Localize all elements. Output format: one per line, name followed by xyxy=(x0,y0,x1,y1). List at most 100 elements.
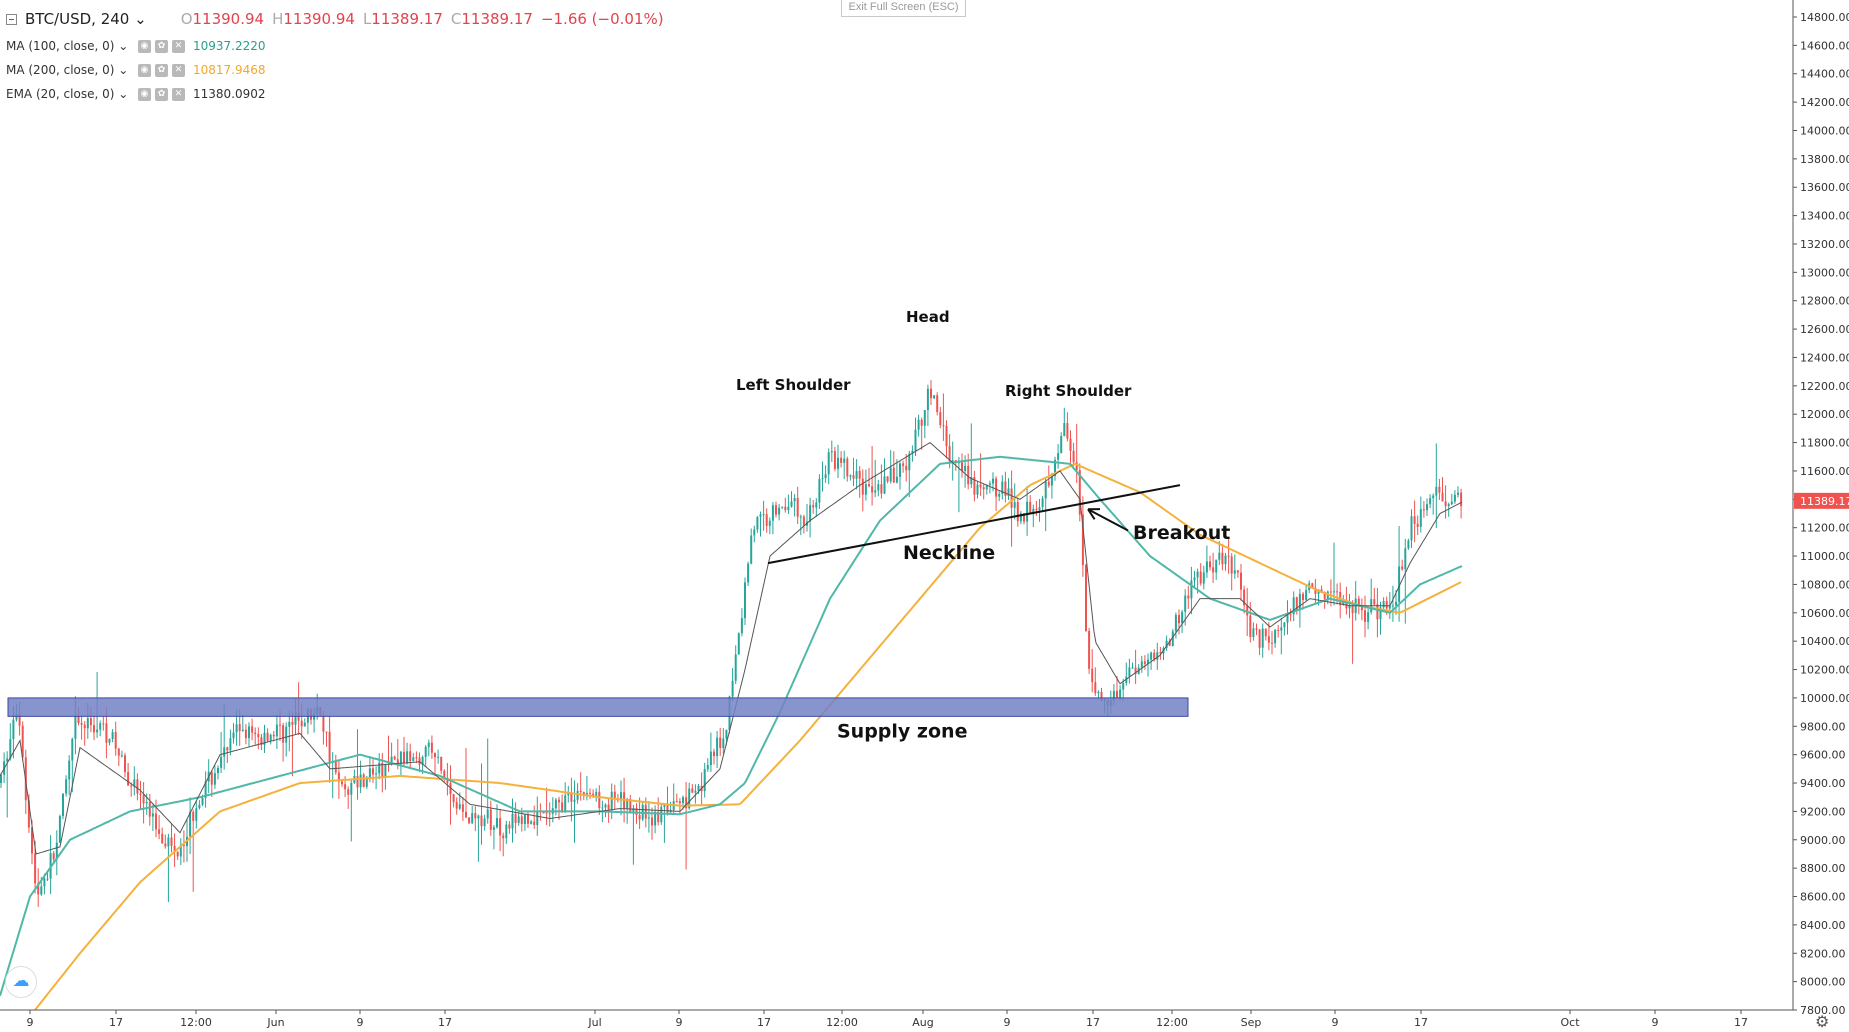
candle xyxy=(880,464,882,498)
ohlc-open: O11390.94 xyxy=(181,10,264,28)
candle xyxy=(806,504,808,532)
candle xyxy=(791,491,793,508)
candle xyxy=(1355,581,1357,621)
last-price-label: 11389.17 xyxy=(1800,495,1849,508)
candle xyxy=(589,788,591,799)
candle xyxy=(772,502,774,534)
symbol-label: BTC/USD, 240 xyxy=(25,10,129,28)
candle xyxy=(332,752,334,798)
indicator-ma200-value: 10817.9468 xyxy=(193,63,266,77)
candle xyxy=(710,733,712,772)
candle xyxy=(831,441,833,462)
eye-icon[interactable]: ◉ xyxy=(138,64,151,77)
candle xyxy=(499,809,501,851)
candle xyxy=(840,451,842,467)
candle xyxy=(1411,509,1413,548)
indicator-ema20[interactable]: EMA (20, close, 0) ⌄ ◉ ✿ ✕ 11380.0902 xyxy=(6,82,672,106)
candle xyxy=(874,460,876,497)
candle xyxy=(462,797,464,821)
candle xyxy=(933,395,935,399)
price-tick-label: 14800.00 xyxy=(1800,11,1849,24)
candle xyxy=(512,798,514,842)
candle xyxy=(549,802,551,826)
candle xyxy=(719,728,721,756)
gear-icon[interactable]: ✿ xyxy=(155,64,168,77)
candle xyxy=(372,759,374,783)
candle xyxy=(456,797,458,814)
time-tick-label: 9 xyxy=(1652,1016,1659,1029)
candle xyxy=(1073,443,1075,467)
close-icon[interactable]: ✕ xyxy=(172,40,185,53)
eye-icon[interactable]: ◉ xyxy=(138,40,151,53)
candle xyxy=(1243,586,1245,614)
candle xyxy=(747,562,749,586)
candle xyxy=(505,821,507,844)
candle xyxy=(753,526,755,543)
gear-icon[interactable]: ✿ xyxy=(155,88,168,101)
exit-fullscreen-button[interactable]: Exit Full Screen (ESC) xyxy=(841,0,966,17)
price-tick-label: 10000.00 xyxy=(1800,692,1849,705)
candle xyxy=(257,727,259,749)
candle xyxy=(350,780,352,841)
tradingview-logo-icon[interactable]: ☁ xyxy=(5,966,37,998)
candle xyxy=(555,798,557,815)
candle xyxy=(136,773,138,800)
candle xyxy=(818,474,820,509)
candle xyxy=(1187,586,1189,609)
candle xyxy=(812,500,814,514)
indicator-ma100[interactable]: MA (100, close, 0) ⌄ ◉ ✿ ✕ 10937.2220 xyxy=(6,34,672,58)
price-tick-label: 14600.00 xyxy=(1800,39,1849,52)
candle xyxy=(143,782,145,823)
candle xyxy=(1417,516,1419,536)
chevron-down-icon[interactable]: ⌄ xyxy=(118,63,128,77)
candle xyxy=(527,811,529,828)
candle xyxy=(353,769,355,783)
candle xyxy=(766,508,768,532)
indicator-ma200[interactable]: MA (200, close, 0) ⌄ ◉ ✿ ✕ 10817.9468 xyxy=(6,58,672,82)
candle xyxy=(1039,499,1041,522)
candle xyxy=(750,529,752,565)
candle xyxy=(722,728,724,754)
neckline-label: Neckline xyxy=(903,542,995,564)
candle xyxy=(884,458,886,494)
candle xyxy=(68,755,70,795)
candle xyxy=(403,737,405,766)
candle xyxy=(226,747,228,763)
candle xyxy=(1057,444,1059,469)
chevron-down-icon[interactable]: ⌄ xyxy=(118,87,128,101)
gear-icon[interactable]: ✿ xyxy=(155,40,168,53)
close-icon[interactable]: ✕ xyxy=(172,88,185,101)
close-icon[interactable]: ✕ xyxy=(172,64,185,77)
indicator-controls: ◉ ✿ ✕ xyxy=(138,40,185,53)
candle xyxy=(1141,656,1143,673)
candle xyxy=(1438,479,1440,500)
candle xyxy=(1190,567,1192,614)
candle xyxy=(326,731,328,746)
candle xyxy=(37,868,39,907)
candle xyxy=(849,474,851,480)
time-tick-label: 17 xyxy=(1734,1016,1748,1029)
candle xyxy=(133,766,135,795)
candle xyxy=(1014,483,1016,519)
candle xyxy=(741,608,743,636)
symbol-selector[interactable]: BTC/USD, 240 ⌄ xyxy=(25,10,147,28)
candle xyxy=(927,385,929,426)
indicator-name: MA (200, close, 0) ⌄ xyxy=(6,63,138,77)
price-tick-label: 10400.00 xyxy=(1800,635,1849,648)
settings-gear-icon[interactable]: ⚙ xyxy=(1815,1012,1829,1032)
candle xyxy=(1163,646,1165,660)
candle xyxy=(285,722,287,756)
chevron-down-icon[interactable]: ⌄ xyxy=(118,39,128,53)
candle xyxy=(533,806,535,829)
candle xyxy=(887,476,889,483)
eye-icon[interactable]: ◉ xyxy=(138,88,151,101)
supply-zone-label: Supply zone xyxy=(837,721,967,743)
candle xyxy=(1070,430,1072,465)
candle xyxy=(1138,664,1140,674)
candle xyxy=(760,512,762,537)
collapse-legend-icon[interactable] xyxy=(6,14,17,25)
price-tick-label: 12600.00 xyxy=(1800,323,1849,336)
candle xyxy=(217,765,219,779)
candle xyxy=(691,784,693,793)
